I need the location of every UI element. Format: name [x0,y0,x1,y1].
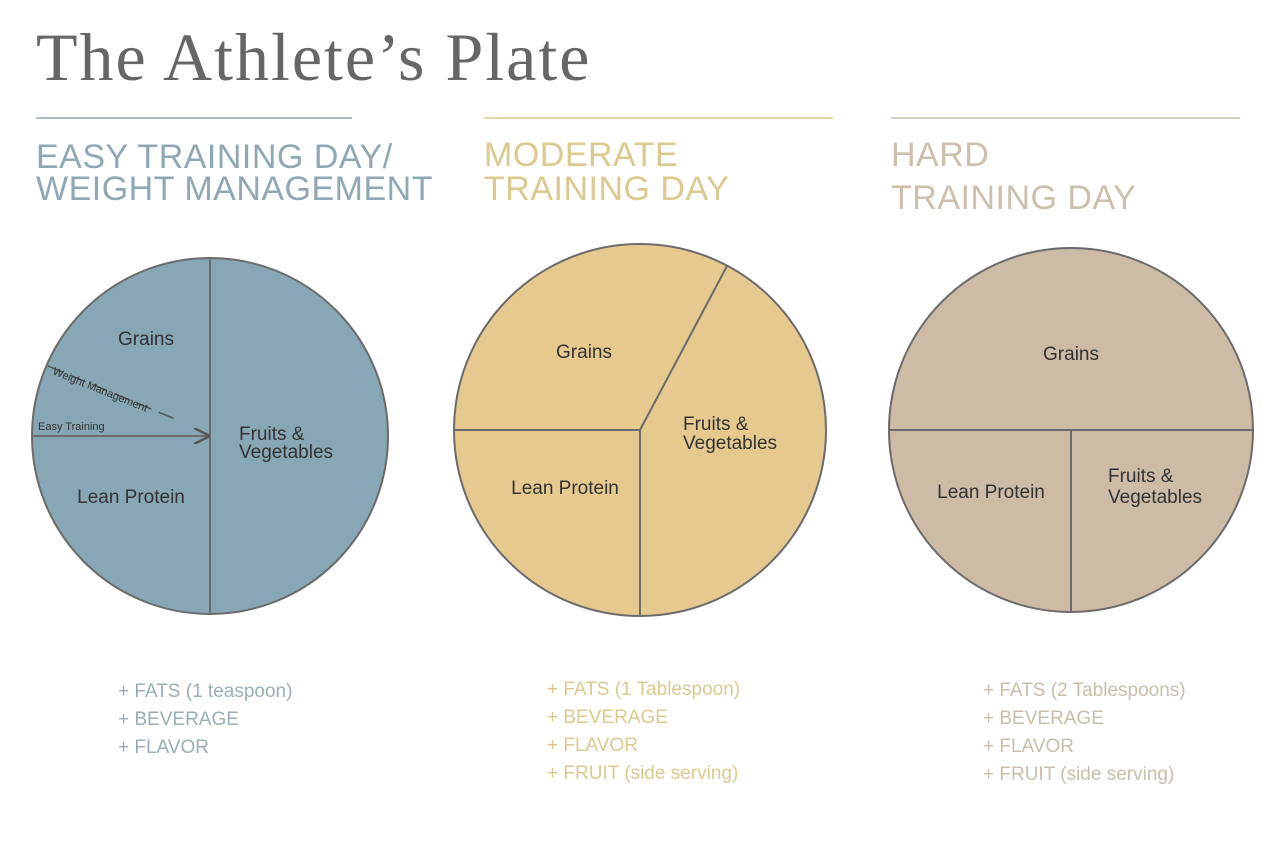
section-label: Fruits & [239,424,305,445]
section-label: Lean Protein [77,487,185,508]
extra-item: + FATS (1 teaspoon) [118,681,292,702]
section-label: Grains [556,342,612,363]
section-label: Fruits & [683,414,749,435]
heading: TRAINING DAY [891,179,1136,217]
section-label: Grains [1043,344,1099,365]
heading: WEIGHT MANAGEMENT [36,170,433,208]
extra-item: + FRUIT (side serving) [983,764,1174,785]
heading: EASY TRAINING DAY/ [36,138,393,176]
extra-item: + FLAVOR [118,737,209,758]
extra-item: + FLAVOR [547,735,638,756]
section-label: Vegetables [239,442,333,463]
note: Easy Training [38,421,105,433]
divider [639,265,728,431]
extra-item: + FLAVOR [983,736,1074,757]
extra-item: + FATS (2 Tablespoons) [983,680,1186,701]
section-label: Vegetables [683,433,777,454]
section-label: Lean Protein [937,482,1045,503]
section-label: Fruits & [1108,466,1174,487]
title: The Athlete’s Plate [36,19,591,95]
extra-item: + FATS (1 Tablespoon) [547,679,740,700]
heading: TRAINING DAY [484,170,729,208]
heading: HARD [891,136,989,174]
extra-item: + BEVERAGE [547,707,668,728]
extra-item: + BEVERAGE [118,709,239,730]
section-label: Lean Protein [511,478,619,499]
section-label: Grains [118,329,174,350]
extra-item: + FRUIT (side serving) [547,763,738,784]
heading: MODERATE [484,136,678,174]
extra-item: + BEVERAGE [983,708,1104,729]
section-label: Vegetables [1108,487,1202,508]
